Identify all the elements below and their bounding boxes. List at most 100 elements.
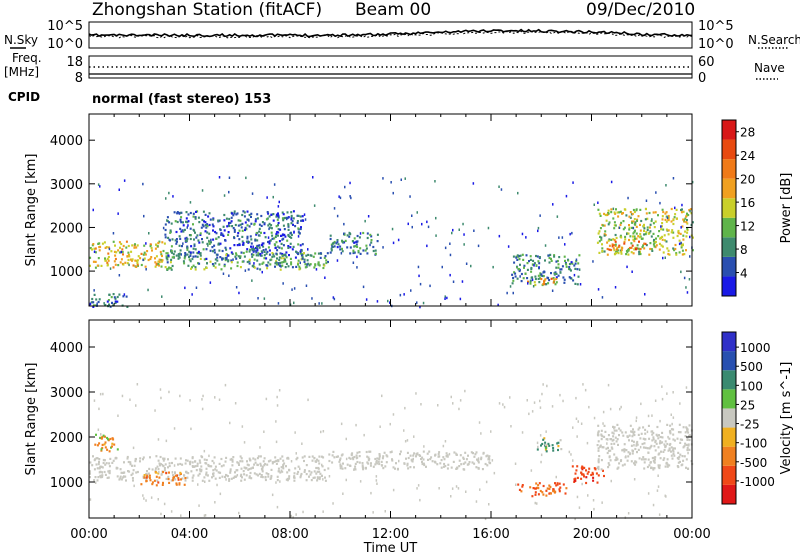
power-cell-r1	[183, 262, 186, 265]
power-cell-r6	[633, 210, 636, 214]
velocity-cell-r1	[462, 462, 465, 465]
velocity-cell-r1	[339, 464, 342, 468]
power-cell-scatter	[444, 246, 447, 250]
power-cell-r0	[143, 257, 146, 260]
power-colorbar-swatch	[722, 198, 736, 218]
power-cell-r2	[246, 210, 249, 213]
power-cell-scatter	[390, 181, 392, 184]
velocity-cell-scatter	[450, 395, 452, 399]
power-cell-r6	[652, 222, 655, 225]
power-cell-r2	[227, 233, 230, 236]
power-cell-r1	[192, 264, 195, 267]
velocity-cell-scatter	[450, 495, 452, 498]
velocity-cell-scatter	[423, 445, 425, 448]
power-cell-scatter	[556, 215, 559, 218]
power-cell-r3	[366, 232, 369, 235]
power-cell-r1	[277, 263, 280, 266]
freq-label-line1: Freq.	[12, 51, 42, 65]
power-cell-r6	[661, 218, 664, 221]
velocity-cell-r0	[95, 463, 98, 466]
velocity-cell-scatter	[479, 488, 481, 491]
power-cell-r6	[634, 223, 637, 226]
velocity-cell-scatter	[444, 440, 447, 443]
velocity-cell-r5	[623, 448, 626, 451]
power-cell-r2	[258, 223, 261, 226]
power-cell-r2	[276, 249, 279, 252]
velocity-cell-r0	[317, 466, 320, 470]
velocity-cell-r5	[670, 454, 673, 457]
velocity-cell-r1	[487, 456, 490, 459]
power-cell-r2	[178, 244, 181, 247]
power-cell-r2	[169, 231, 172, 234]
power-cell-r6	[601, 243, 603, 246]
velocity-cell-r5	[657, 446, 660, 449]
power-cell-r1	[203, 268, 206, 271]
power-cell-r2	[292, 223, 294, 226]
velocity-cell-r5	[621, 431, 624, 434]
velocity-cell-r1	[422, 458, 425, 461]
velocity-cell-r0	[120, 471, 123, 474]
velocity-cell-scatter	[582, 383, 584, 386]
velocity-cell-r0	[260, 475, 263, 478]
power-cell-r8	[104, 303, 107, 307]
power-cell-r6	[674, 243, 677, 247]
power-cell-r6	[603, 234, 606, 237]
velocity-cell-r0	[239, 460, 242, 463]
velocity-cell-r0	[316, 479, 319, 482]
velocity-cell-r2	[155, 471, 158, 474]
velocity-cell-scatter	[307, 398, 309, 402]
power-cell-r2	[290, 236, 293, 239]
power-cell-scatter	[403, 293, 405, 296]
power-cell-r2	[271, 237, 274, 240]
velocity-cell-r7	[104, 446, 107, 449]
velocity-cell-r1	[442, 465, 445, 468]
power-cell-r6	[686, 231, 689, 234]
velocity-cell-r6	[552, 449, 555, 452]
power-cell-r0	[122, 244, 125, 248]
power-cell-r6	[667, 229, 670, 232]
velocity-cell-r0	[167, 475, 170, 478]
power-cell-r2	[282, 244, 285, 247]
power-cell-scatter	[142, 258, 144, 262]
velocity-cell-r5	[650, 466, 652, 470]
velocity-cell-r0	[89, 472, 91, 475]
power-cell-r6	[670, 220, 673, 223]
power-cell-r3	[353, 241, 356, 244]
power-cell-r6	[681, 225, 684, 228]
power-cell-r2	[182, 230, 185, 233]
power-cell-r2	[208, 223, 211, 227]
power-cell-r6	[637, 235, 640, 238]
power-cell-r6	[618, 211, 621, 214]
power-cell-r2	[244, 226, 247, 229]
velocity-cell-r0	[243, 478, 246, 481]
power-cell-r4	[540, 273, 543, 276]
power-cell-r1	[239, 266, 242, 269]
power-cell-r6	[685, 219, 688, 222]
power-cell-r2	[270, 224, 273, 227]
power-cell-r6	[681, 253, 684, 256]
velocity-cell-r0	[315, 472, 318, 475]
velocity-cell-r0	[255, 473, 258, 476]
velocity-cell-r4	[594, 468, 597, 471]
velocity-cell-r0	[217, 471, 220, 474]
power-cell-r2	[287, 228, 290, 231]
power-cell-r6	[670, 207, 673, 211]
power-colorbar-swatch	[722, 276, 736, 296]
velocity-cell-scatter	[412, 457, 414, 461]
power-cell-r2	[209, 249, 212, 252]
velocity-cell-r5	[669, 432, 672, 435]
power-cell-r2	[177, 255, 180, 258]
velocity-cell-r0	[286, 477, 289, 480]
velocity-cell-scatter	[661, 385, 663, 388]
power-ytick-label: 1000	[50, 265, 83, 280]
power-cell-r0	[147, 258, 150, 262]
velocity-cell-r5	[597, 447, 600, 450]
power-cell-r4	[538, 262, 541, 265]
power-cell-r6	[661, 245, 664, 248]
power-cell-r0	[136, 259, 139, 262]
velocity-cell-r5	[654, 441, 657, 444]
velocity-cell-r0	[324, 479, 327, 482]
velocity-cell-r0	[276, 475, 279, 478]
power-cell-scatter	[184, 286, 186, 290]
velocity-cell-r0	[238, 463, 240, 466]
